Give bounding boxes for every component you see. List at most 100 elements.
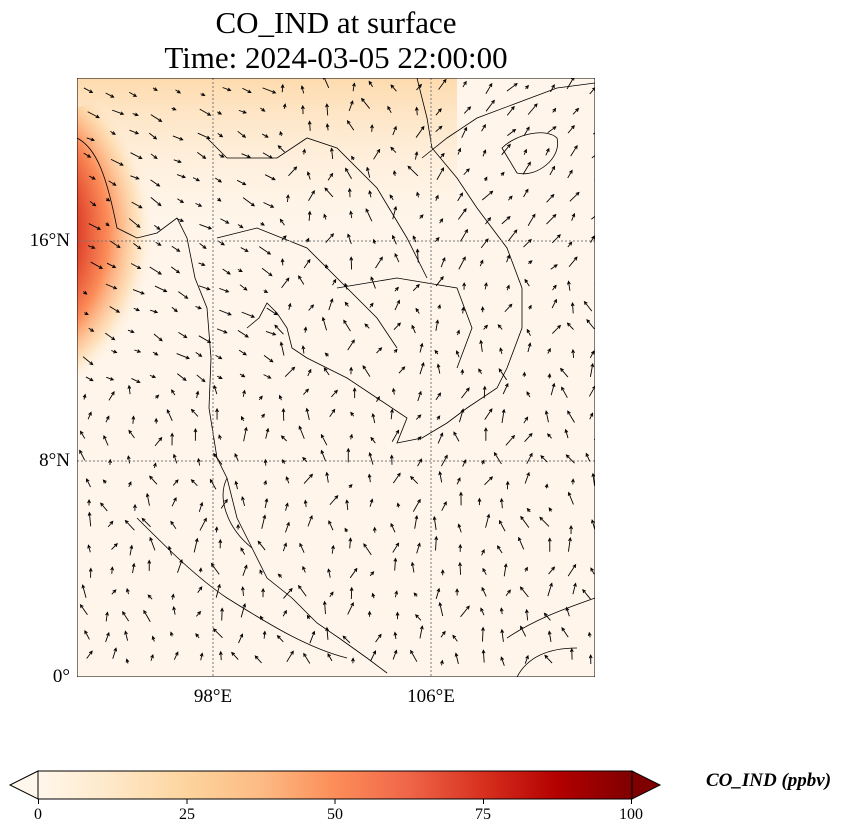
wind-arrow bbox=[170, 520, 177, 530]
wind-arrow bbox=[175, 89, 182, 94]
wind-arrow bbox=[393, 631, 398, 640]
wind-arrow bbox=[150, 197, 162, 207]
wind-arrow bbox=[590, 567, 595, 575]
wind-arrow bbox=[131, 415, 136, 424]
wind-arrow bbox=[497, 324, 503, 330]
wind-arrow bbox=[376, 396, 380, 402]
co-plume bbox=[77, 98, 327, 478]
wind-arrow bbox=[363, 543, 372, 556]
wind-arrow bbox=[364, 323, 370, 329]
wind-arrow bbox=[507, 229, 518, 242]
wind-arrow bbox=[329, 408, 336, 418]
wind-arrow bbox=[282, 609, 287, 617]
wind-arrow bbox=[482, 567, 487, 575]
wind-arrow bbox=[263, 458, 268, 466]
wind-arrow bbox=[258, 395, 263, 401]
wind-arrow bbox=[349, 366, 353, 375]
wind-arrow bbox=[127, 329, 135, 334]
wind-arrow bbox=[546, 433, 552, 439]
wind-arrow bbox=[307, 210, 312, 221]
wind-arrow bbox=[215, 583, 221, 598]
wind-arrow bbox=[561, 386, 568, 398]
wind-arrow bbox=[416, 83, 423, 91]
wind-arrow bbox=[503, 563, 508, 577]
wind-arrow bbox=[134, 349, 142, 353]
wind-arrow bbox=[331, 389, 338, 398]
wind-arrow bbox=[166, 409, 173, 422]
wind-arrow bbox=[414, 106, 419, 116]
wind-arrow bbox=[88, 327, 95, 332]
wind-arrow bbox=[347, 339, 355, 351]
lat-tick-16n: 16°N bbox=[29, 230, 70, 251]
wind-arrow bbox=[325, 471, 330, 483]
wind-arrow bbox=[262, 630, 267, 639]
wind-arrow bbox=[150, 653, 154, 661]
wind-arrow bbox=[129, 129, 140, 135]
wind-arrow bbox=[109, 306, 121, 313]
wind-arrow bbox=[148, 132, 158, 140]
wind-arrow bbox=[434, 535, 439, 551]
wind-arrow bbox=[149, 536, 156, 551]
wind-arrow bbox=[285, 476, 290, 484]
wind-arrow bbox=[412, 235, 417, 243]
wind-arrow bbox=[176, 174, 187, 179]
wind-arrow bbox=[328, 298, 334, 311]
wind-arrow bbox=[125, 587, 130, 595]
wind-arrow bbox=[435, 319, 440, 331]
wind-arrow bbox=[370, 436, 376, 444]
wind-arrow bbox=[197, 152, 207, 159]
wind-arrow bbox=[297, 584, 307, 597]
wind-arrow bbox=[524, 471, 530, 484]
wind-arrow bbox=[262, 133, 269, 138]
wind-arrow bbox=[434, 349, 439, 355]
wind-arrow bbox=[480, 238, 489, 249]
wind-arrow bbox=[550, 382, 556, 396]
wind-arrow bbox=[218, 434, 222, 440]
wind-arrow bbox=[591, 472, 595, 486]
wind-arrow bbox=[484, 282, 488, 290]
wind-arrow bbox=[329, 591, 334, 598]
wind-arrow bbox=[413, 592, 418, 597]
wind-arrow bbox=[528, 260, 533, 265]
wind-arrow bbox=[285, 521, 290, 533]
wind-arrow bbox=[231, 651, 239, 660]
wind-arrow bbox=[436, 415, 441, 420]
wind-arrow bbox=[547, 347, 551, 354]
wind-arrow bbox=[419, 625, 424, 639]
wind-arrow bbox=[569, 647, 574, 660]
wind-arrow bbox=[435, 392, 442, 401]
wind-arrow bbox=[198, 262, 206, 267]
wind-arrow bbox=[192, 177, 201, 182]
wind-arrow bbox=[369, 498, 374, 507]
wind-arrow bbox=[434, 236, 440, 243]
wind-arrow bbox=[462, 282, 467, 290]
wind-arrow bbox=[102, 479, 107, 484]
wind-arrow bbox=[129, 544, 134, 556]
wind-arrow bbox=[522, 371, 527, 377]
wind-arrow bbox=[481, 123, 486, 132]
wind-arrow bbox=[371, 412, 376, 424]
wind-arrow bbox=[195, 610, 202, 617]
wind-arrow bbox=[325, 123, 330, 131]
wind-arrow bbox=[303, 258, 311, 269]
wind-arrow bbox=[279, 341, 285, 356]
wind-arrow bbox=[462, 80, 467, 88]
wind-arrow bbox=[307, 515, 313, 527]
wind-arrow bbox=[505, 434, 516, 446]
wind-arrow bbox=[82, 393, 87, 400]
wind-arrow bbox=[128, 218, 141, 228]
wind-arrow bbox=[506, 82, 518, 92]
wind-arrow bbox=[548, 566, 556, 575]
wind-arrow bbox=[274, 324, 284, 335]
wind-arrow bbox=[199, 223, 213, 230]
wind-arrow bbox=[504, 303, 513, 313]
wind-arrow bbox=[569, 191, 580, 202]
wind-arrow bbox=[327, 568, 331, 578]
wind-arrow bbox=[263, 202, 275, 208]
wind-arrow bbox=[458, 543, 463, 552]
wind-arrow bbox=[414, 514, 419, 529]
wind-arrow bbox=[303, 652, 311, 664]
wind-arrow bbox=[259, 246, 272, 255]
wind-arrow bbox=[482, 149, 487, 157]
wind-arrow bbox=[198, 501, 204, 512]
